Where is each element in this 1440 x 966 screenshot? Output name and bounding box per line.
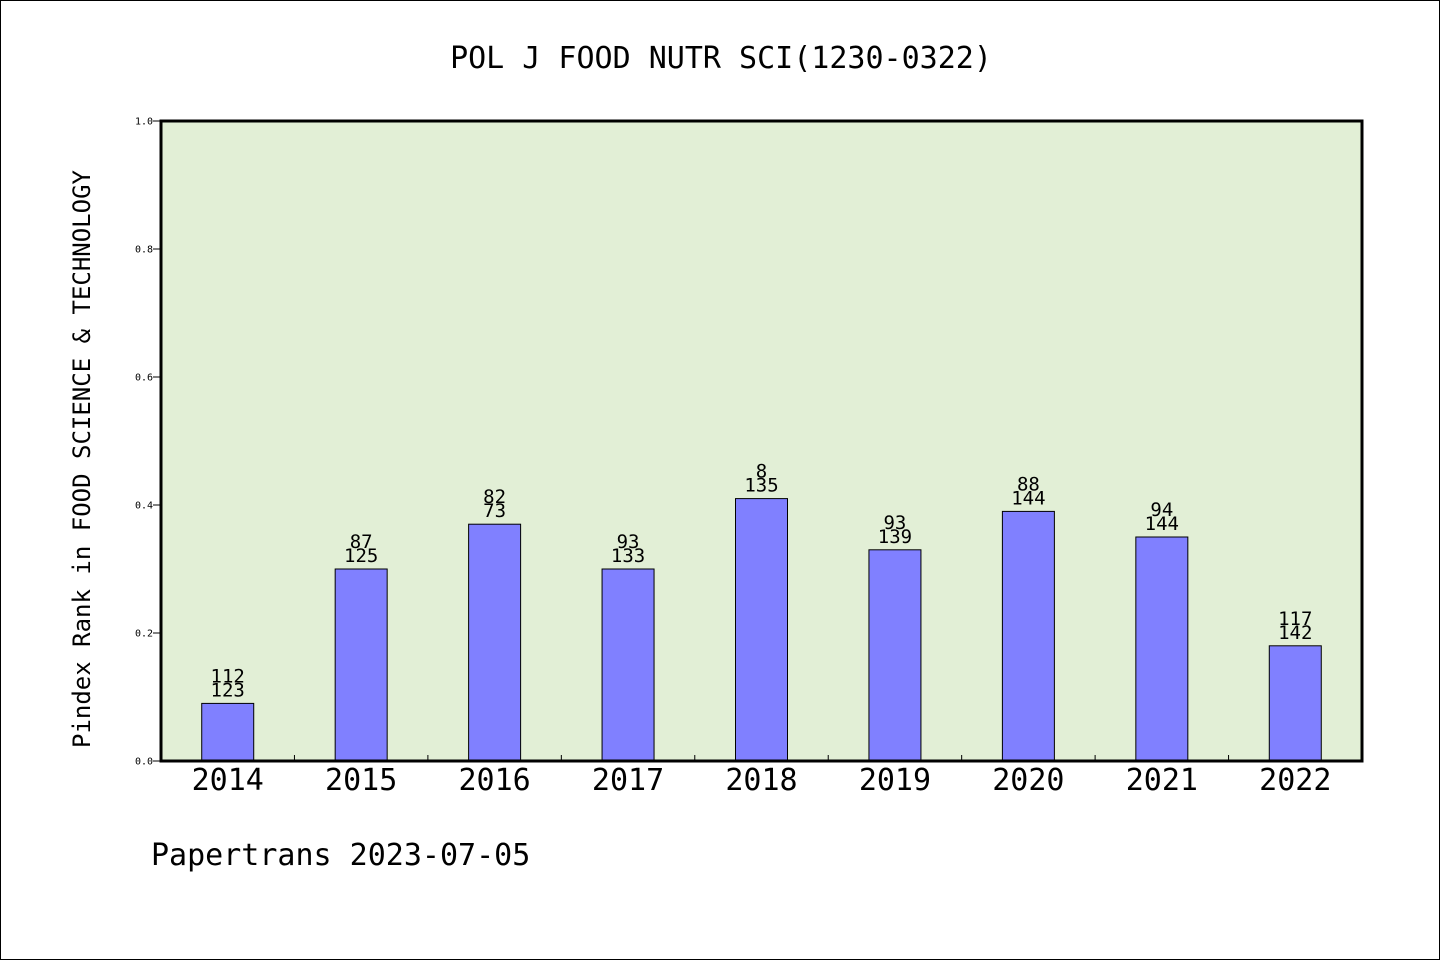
data-label-rank: 88 (1017, 473, 1040, 495)
y-tick-label: 0.6 (135, 373, 153, 384)
bar (868, 549, 922, 762)
data-label-total: 125 (344, 545, 378, 567)
data-label-total: 135 (744, 475, 778, 497)
data-label-rank: 94 (1150, 499, 1173, 521)
data-label-total: 144 (1145, 513, 1179, 535)
bar (1001, 510, 1055, 762)
data-label-total: 123 (211, 679, 245, 701)
y-tick-label: 0.8 (135, 245, 153, 256)
data-label-rank: 87 (350, 531, 373, 553)
x-tick-label: 2018 (725, 763, 797, 798)
data-label-rank: 117 (1278, 608, 1312, 630)
data-label-rank: 8 (756, 461, 767, 483)
y-tick-label: 0.4 (135, 501, 153, 512)
x-tick-label: 2015 (325, 763, 397, 798)
x-tick-label: 2020 (992, 763, 1064, 798)
x-tick-label: 2016 (458, 763, 530, 798)
data-label-total: 133 (611, 545, 645, 567)
data-label-rank: 112 (211, 665, 245, 687)
data-label-total: 142 (1278, 622, 1312, 644)
footer-text: Papertrans 2023-07-05 (151, 838, 530, 873)
y-ticks-group: 0.0 0.2 0.4 0.6 0.8 1.0 (135, 117, 161, 768)
y-tick-label: 0.2 (135, 629, 153, 640)
data-label-rank: 82 (483, 486, 506, 508)
data-labels-group: 1121238712582739313381359313988144941441… (211, 461, 1313, 702)
x-tick-label: 2019 (859, 763, 931, 798)
bar (1135, 536, 1189, 762)
plot-border (159, 119, 1364, 763)
y-tick-label: 0.0 (135, 757, 153, 768)
bar (468, 523, 522, 762)
x-tick-label: 2017 (592, 763, 664, 798)
data-label-total: 73 (483, 500, 506, 522)
bar (1268, 645, 1322, 762)
bars-group (201, 498, 1322, 762)
bar (334, 568, 388, 762)
y-tick-label: 1.0 (135, 117, 153, 128)
bar (201, 702, 255, 762)
data-label-total: 144 (1011, 487, 1045, 509)
data-label-rank: 93 (883, 512, 906, 534)
data-label-total: 139 (878, 526, 912, 548)
x-tick-label: 2014 (192, 763, 264, 798)
bar (735, 498, 788, 762)
data-label-rank: 93 (617, 531, 640, 553)
chart-title: POL J FOOD NUTR SCI(1230-0322) (450, 41, 992, 76)
x-tick-label: 2022 (1259, 763, 1331, 798)
x-ticks-group: 2014 2015 2016 2017 2018 2019 2020 2021 2022 (192, 755, 1331, 798)
y-axis-label: Pindex Rank in FOOD SCIENCE & TECHNOLOGY (68, 169, 96, 748)
bar (601, 568, 655, 762)
x-tick-label: 2021 (1126, 763, 1198, 798)
